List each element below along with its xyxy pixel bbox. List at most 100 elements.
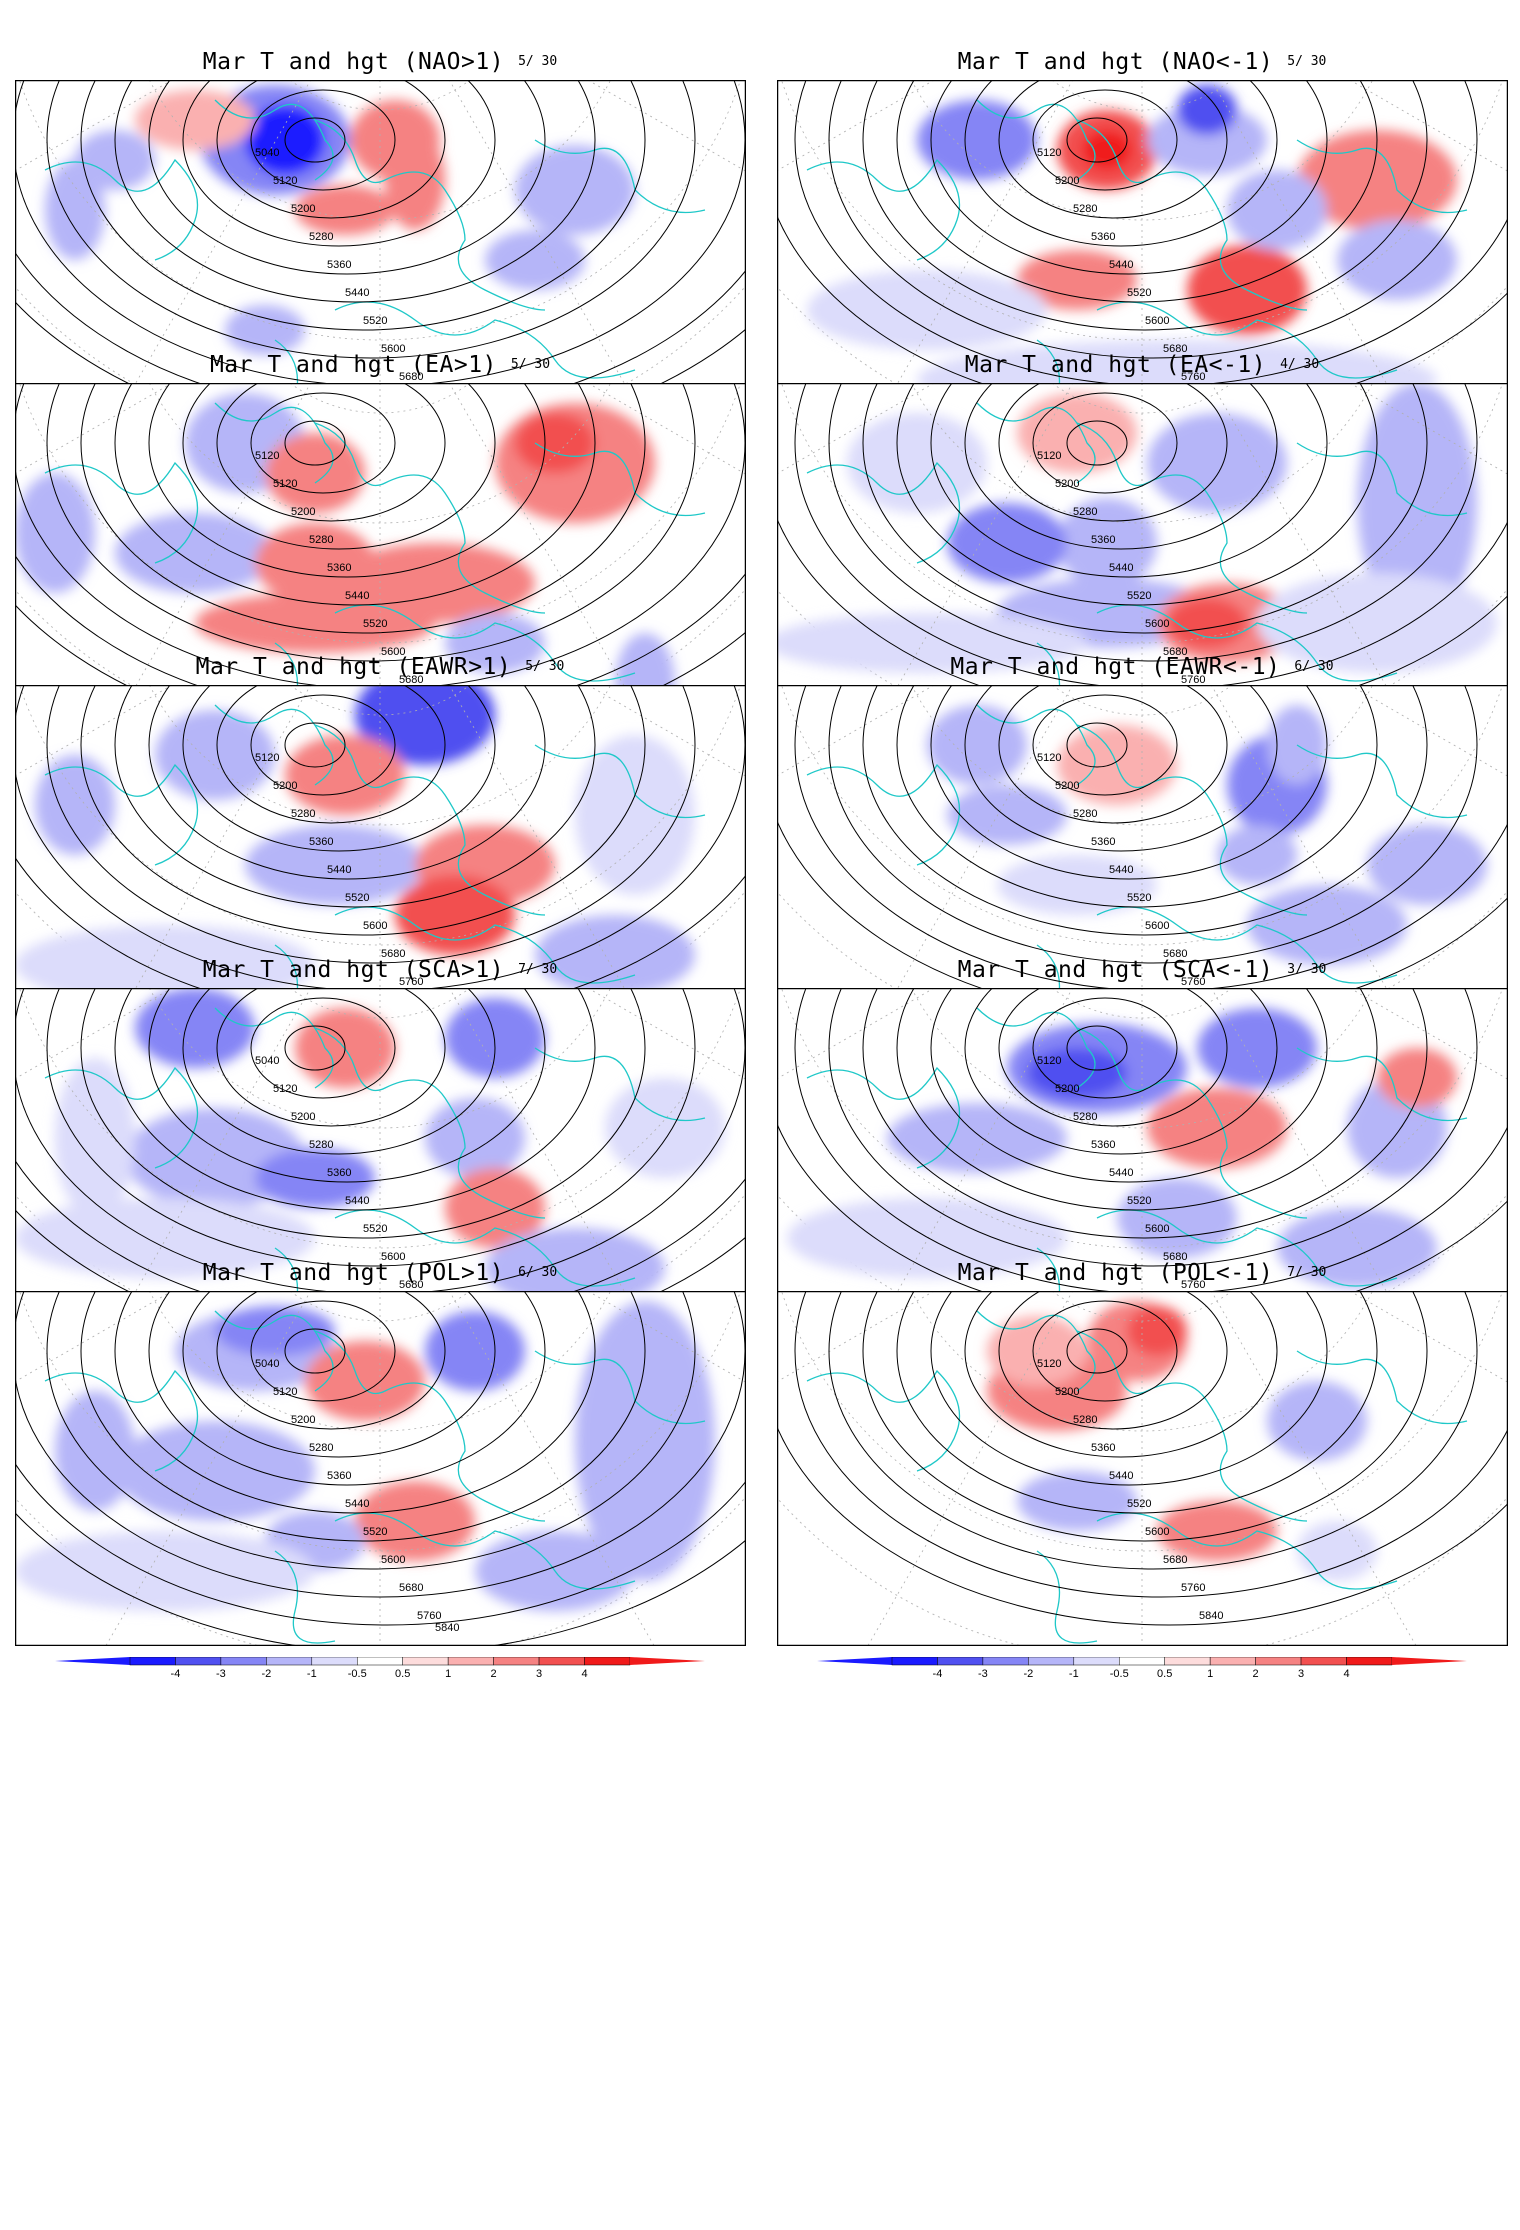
- height-contour: [80, 383, 646, 634]
- contour-label: 5520: [345, 892, 369, 904]
- coastline: [44, 763, 199, 866]
- panel-title: Mar T and hgt (EAWR<-1) 6/ 30: [762, 654, 1520, 680]
- height-contour: [964, 1291, 1278, 1458]
- height-contour: [1066, 1025, 1128, 1071]
- height-contour: [182, 383, 496, 550]
- colorbar-swatch: [447, 1657, 494, 1666]
- height-contour: [1066, 420, 1128, 466]
- colorbar-tick-label: 1: [1207, 1668, 1213, 1679]
- panel-title-text: Mar T and hgt (EA<-1): [964, 352, 1267, 378]
- contour-label: 5440: [1109, 259, 1133, 271]
- height-contour: [828, 383, 1478, 662]
- height-contour: [46, 80, 696, 359]
- temp-anomaly-area: [15, 1198, 315, 1278]
- contour-label: 5840: [435, 1622, 459, 1634]
- height-contour: [1032, 89, 1178, 191]
- colorbar-swatch: [1073, 1657, 1120, 1666]
- coastline: [1096, 1209, 1398, 1287]
- contour-label: 5600: [381, 646, 405, 658]
- contour-label: 5120: [1037, 1055, 1061, 1067]
- temp-anomaly-area: [787, 1198, 1067, 1278]
- temp-anomaly-area: [847, 413, 987, 513]
- height-contour: [216, 988, 446, 1127]
- height-contour: [930, 988, 1328, 1183]
- height-contour: [114, 988, 596, 1211]
- contour-label: 5200: [291, 506, 315, 518]
- contour-label: 5520: [363, 1223, 387, 1235]
- height-contour: [148, 383, 546, 578]
- temp-anomaly-area: [887, 1103, 1067, 1173]
- temp-anomaly-area: [135, 90, 255, 150]
- map-plot: 5120512052005280536054405520560056805760…: [15, 383, 746, 738]
- panel-count: 7/ 30: [1287, 1265, 1327, 1280]
- contour-label: 5040: [255, 1358, 279, 1370]
- map-panel: Mar T and hgt (EAWR<-1) 6/ 30 5120 5200 5280…: [762, 647, 1520, 1078]
- meridian-line: [1141, 685, 1508, 866]
- contour-label: 5680: [381, 948, 405, 960]
- temp-anomaly-area: [917, 100, 1037, 180]
- temp-anomaly-area: [1027, 1048, 1127, 1098]
- height-contour: [250, 694, 396, 796]
- height-contour: [862, 80, 1428, 331]
- height-contour: [1032, 997, 1178, 1099]
- colorbar-tick-label: 2: [1253, 1668, 1259, 1679]
- temp-anomaly-area: [15, 925, 315, 1005]
- colorbar-swatch: [493, 1657, 540, 1666]
- temp-anomaly-area: [385, 130, 445, 230]
- meridian-line: [777, 383, 1143, 564]
- temp-anomaly-area: [1017, 393, 1137, 473]
- meridian-line: [1141, 80, 1508, 261]
- latitude-line: [777, 1291, 1508, 1646]
- temp-anomaly-area: [1257, 573, 1497, 673]
- height-contour: [114, 80, 596, 303]
- temp-anomaly-area: [1227, 170, 1327, 250]
- height-contour: [46, 685, 696, 964]
- contour-label: 5760: [1181, 1582, 1205, 1594]
- contour-label: 5760: [1181, 976, 1205, 988]
- height-contour: [1032, 1300, 1178, 1402]
- height-contour: [1032, 392, 1178, 494]
- height-contour: [777, 1291, 1508, 1626]
- temp-anomaly-area: [265, 433, 365, 513]
- temp-anomaly-area: [225, 305, 305, 355]
- temp-anomaly-area: [135, 988, 255, 1068]
- coastline: [44, 461, 199, 564]
- colorbar-swatch: [1255, 1657, 1302, 1666]
- height-contour: [250, 392, 396, 494]
- colorbar-swatch: [129, 1657, 176, 1666]
- panel-title: Mar T and hgt (POL>1) 6/ 30: [0, 1260, 760, 1286]
- temp-anomaly-area: [445, 998, 545, 1078]
- temp-anomaly-area: [1267, 1381, 1367, 1461]
- colorbar-swatch: [1164, 1657, 1211, 1666]
- height-contour: [964, 988, 1278, 1155]
- height-contour: [896, 80, 1378, 303]
- coastline: [334, 301, 636, 379]
- contour-label: 5200: [291, 1111, 315, 1123]
- contour-label: 5760: [417, 1610, 441, 1622]
- temp-anomaly-area: [1177, 85, 1237, 135]
- panel-title-text: Mar T and hgt (POL>1): [202, 1260, 505, 1286]
- coastline: [334, 906, 636, 984]
- coastline: [1296, 1047, 1468, 1122]
- colorbar-tick-label: -0.5: [1110, 1668, 1129, 1679]
- panel-title-text: Mar T and hgt (EAWR<-1): [950, 654, 1281, 680]
- meridian-line: [379, 988, 746, 1169]
- coastline: [1076, 422, 1308, 614]
- coastline: [1296, 139, 1468, 214]
- meridian-line: [1141, 1291, 1443, 1646]
- meridian-line: [15, 80, 381, 261]
- colorbar-swatch: [982, 1657, 1029, 1666]
- contour-label: 5680: [1163, 1251, 1187, 1263]
- temp-anomaly-area: [1247, 885, 1407, 965]
- temp-anomaly-area: [947, 503, 1067, 583]
- panel-title-text: Mar T and hgt (EAWR>1): [195, 654, 512, 680]
- contour-label: 5600: [363, 920, 387, 932]
- contour-label: 5680: [399, 371, 423, 383]
- meridian-line: [777, 988, 1143, 1169]
- temp-anomaly-area: [1337, 220, 1457, 300]
- contour-label: 5200: [273, 780, 297, 792]
- contour-label: 5520: [1127, 892, 1151, 904]
- map-panel: Mar T and hgt (NAO>1) 5/ 30 5040 5120 5200 52…: [0, 42, 760, 473]
- height-contour: [930, 383, 1328, 578]
- meridian-line: [1141, 988, 1508, 1169]
